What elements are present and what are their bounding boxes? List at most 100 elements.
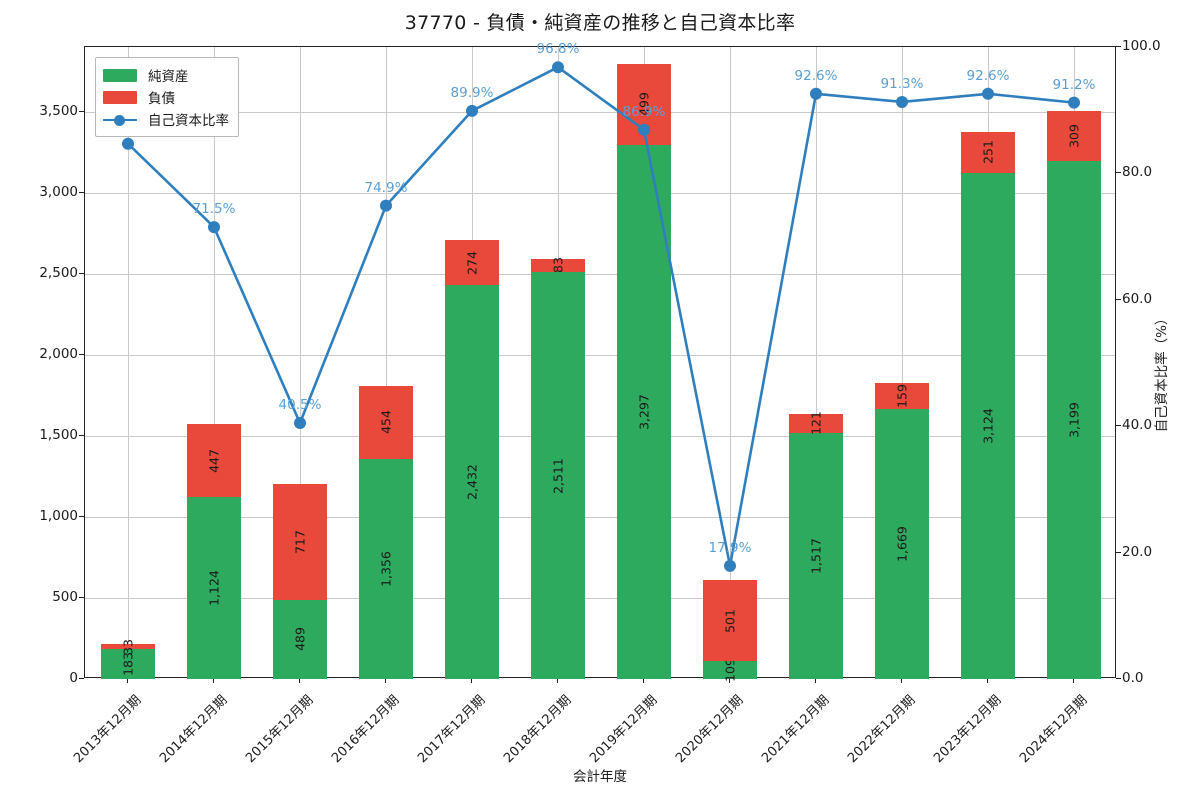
bar-segment-equity: 183 bbox=[101, 649, 155, 679]
y-axis-left-tick-label: 2,500 bbox=[39, 264, 78, 281]
y-axis-left-tick-mark bbox=[79, 678, 84, 680]
y-axis-left-tick-mark bbox=[79, 353, 84, 355]
y-axis-right-tick-mark bbox=[1116, 172, 1121, 174]
y-axis-right-tick-mark bbox=[1116, 46, 1121, 48]
y-axis-right-tick-label: 60.0 bbox=[1122, 290, 1153, 307]
x-axis-tick-label: 2022年12月期 bbox=[845, 692, 919, 767]
bar-segment-liability: 454 bbox=[359, 385, 413, 460]
gridline-vertical bbox=[128, 47, 129, 677]
gridline-vertical bbox=[386, 47, 387, 677]
ratio-data-point bbox=[724, 559, 736, 572]
ratio-value-label: 86.9% bbox=[622, 103, 666, 120]
y-axis-left-tick-mark bbox=[79, 272, 84, 274]
x-axis-tick-mark bbox=[1073, 678, 1075, 683]
bar-segment-liability: 83 bbox=[531, 257, 585, 273]
y-axis-left-tick-mark bbox=[79, 434, 84, 437]
chart-legend: 純資産負債自己資本比率 bbox=[95, 57, 239, 137]
bar-segment-liability: 159 bbox=[875, 382, 929, 409]
y-axis-left-tick-mark bbox=[79, 191, 84, 193]
gridline-horizontal bbox=[85, 111, 1115, 113]
y-axis-right-tick-mark bbox=[1116, 425, 1121, 427]
bar-segment-equity: 1,356 bbox=[359, 459, 413, 679]
ratio-value-label: 40.5% bbox=[278, 397, 322, 414]
x-axis-tick-mark bbox=[901, 678, 903, 683]
y-axis-left-tick-label: 2,000 bbox=[39, 345, 78, 362]
plot-area: 183 33 1,124 447 489 717 1,356 454 2,432 274 2,511… bbox=[84, 41, 1116, 682]
bar-segment-equity: 1,517 bbox=[789, 433, 843, 679]
bar-segment-equity: 489 bbox=[273, 599, 327, 679]
bar-segment-liability: 33 bbox=[101, 639, 155, 655]
bar-segment-equity: 3,297 bbox=[617, 144, 671, 679]
x-axis-tick-label: 2023年12月期 bbox=[931, 692, 1005, 767]
legend-item[interactable]: 負債 bbox=[103, 86, 229, 108]
x-axis-tick-mark bbox=[127, 678, 129, 683]
ratio-line-path bbox=[127, 65, 1075, 568]
bar-segment-liability: 121 bbox=[789, 411, 843, 435]
x-axis-tick-label: 2014年12月期 bbox=[157, 692, 231, 767]
ratio-data-point bbox=[896, 95, 908, 108]
x-axis-tick-mark bbox=[471, 678, 473, 683]
x-axis-tick-label: 2020年12月期 bbox=[673, 692, 747, 767]
ratio-data-point bbox=[982, 87, 994, 100]
y-axis-left-tick-mark bbox=[79, 596, 84, 599]
bar-segment-equity: 3,199 bbox=[1047, 160, 1101, 679]
y-axis-right-tick-label: 20.0 bbox=[1122, 543, 1153, 560]
ratio-data-point bbox=[122, 137, 134, 150]
legend-item[interactable]: 純資産 bbox=[103, 64, 229, 86]
ratio-value-label: 71.5% bbox=[192, 201, 236, 218]
legend-swatch-icon bbox=[103, 90, 137, 104]
y-axis-left-tick-label: 3,000 bbox=[39, 183, 78, 200]
x-axis-tick-mark bbox=[987, 678, 989, 683]
x-axis-tick-mark bbox=[385, 678, 387, 683]
legend-item-label: 負債 bbox=[148, 91, 175, 107]
gridline-horizontal bbox=[85, 597, 1115, 599]
x-axis-tick-label: 2024年12月期 bbox=[1017, 692, 1091, 767]
y-axis-right-tick-label: 0.0 bbox=[1122, 670, 1144, 686]
gridline-horizontal bbox=[85, 435, 1115, 437]
y-axis-left-tick-label: 500 bbox=[52, 588, 78, 605]
ratio-value-label: 96.8% bbox=[536, 41, 580, 58]
bar-segment-liability: 309 bbox=[1047, 110, 1101, 161]
bar-segment-liability: 251 bbox=[961, 132, 1015, 173]
bar-segment-equity: 1,124 bbox=[187, 496, 241, 679]
ratio-data-point bbox=[810, 87, 822, 100]
gridline-vertical bbox=[214, 47, 215, 677]
legend-item-label: 自己資本比率 bbox=[148, 113, 229, 129]
ratio-data-point bbox=[208, 221, 220, 234]
bar-segment-equity: 1,669 bbox=[875, 408, 929, 679]
x-axis-tick-label: 2018年12月期 bbox=[501, 692, 575, 767]
x-axis-tick-label: 2013年12月期 bbox=[71, 692, 145, 767]
y-axis-right-tick-mark bbox=[1116, 298, 1121, 300]
y-axis-left-tick-mark bbox=[79, 515, 84, 518]
y-axis-right-label: 自己資本比率（%） bbox=[1154, 311, 1170, 433]
gridline-vertical bbox=[300, 47, 301, 677]
y-axis-left-tick-label: 1,500 bbox=[39, 426, 78, 443]
ratio-value-label: 91.2% bbox=[1052, 76, 1096, 93]
gridline-vertical bbox=[730, 47, 731, 677]
legend-dot-icon bbox=[114, 115, 125, 126]
bar-segment-equity: 2,432 bbox=[445, 284, 499, 679]
y-axis-right-tick-label: 40.0 bbox=[1122, 417, 1153, 434]
ratio-data-point bbox=[294, 417, 306, 430]
ratio-value-label: 92.6% bbox=[966, 67, 1010, 84]
x-axis-tick-mark bbox=[299, 678, 301, 683]
ratio-value-label: 91.3% bbox=[880, 75, 924, 92]
x-axis-tick-label: 2017年12月期 bbox=[415, 692, 489, 767]
legend-item[interactable]: 自己資本比率 bbox=[103, 108, 229, 130]
y-axis-right-tick-label: 80.0 bbox=[1122, 164, 1153, 181]
ratio-data-point bbox=[1068, 96, 1080, 109]
gridline-horizontal bbox=[85, 516, 1115, 518]
gridline-vertical bbox=[816, 47, 817, 677]
gridline-vertical bbox=[902, 47, 903, 677]
gridline-horizontal bbox=[85, 354, 1115, 356]
bar-segment-liability: 274 bbox=[445, 240, 499, 285]
x-axis-tick-label: 2016年12月期 bbox=[329, 692, 403, 767]
ratio-data-point bbox=[638, 123, 650, 136]
bar-segment-equity: 2,511 bbox=[531, 272, 585, 679]
ratio-data-point bbox=[380, 199, 392, 212]
bar-segment-liability: 447 bbox=[187, 424, 241, 497]
x-axis-tick-label: 2015年12月期 bbox=[243, 692, 317, 767]
y-axis-left-tick-label: 1,000 bbox=[39, 507, 78, 524]
x-axis-tick-label: 2021年12月期 bbox=[759, 692, 833, 767]
